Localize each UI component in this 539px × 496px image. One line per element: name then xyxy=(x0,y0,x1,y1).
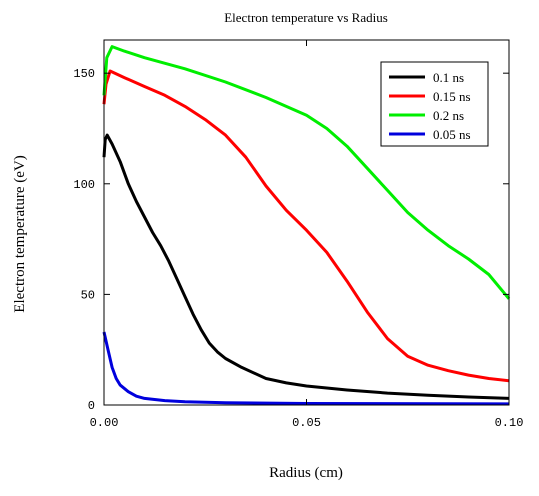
legend-label-4: 0.05 ns xyxy=(433,127,471,142)
legend-label-2: 0.15 ns xyxy=(433,89,471,104)
x-tick-label: 0.00 xyxy=(90,416,119,430)
legend: 0.1 ns 0.15 ns 0.2 ns 0.05 ns xyxy=(380,61,489,147)
legend-label-1: 0.1 ns xyxy=(433,70,464,85)
legend-label-3: 0.2 ns xyxy=(433,108,464,123)
series-line-1 xyxy=(102,133,510,400)
series-layer xyxy=(102,45,511,406)
x-tick-label: 0.10 xyxy=(495,416,524,430)
y-tick-label: 100 xyxy=(73,178,95,192)
series-line-2 xyxy=(102,69,510,383)
y-tick-label: 150 xyxy=(73,67,95,81)
x-tick-label: 0.05 xyxy=(292,416,321,430)
chart-title: Electron temperature vs Radius xyxy=(224,10,388,25)
y-tick-label: 50 xyxy=(81,288,95,302)
y-axis-label: Electron temperature (eV) xyxy=(12,155,28,312)
series-line-3 xyxy=(102,45,511,300)
ticks-layer: 0.00 0.05 0.10 0 50 100 150 xyxy=(73,40,523,430)
x-axis-label: Radius (cm) xyxy=(269,465,343,481)
y-tick-label: 0 xyxy=(88,399,95,413)
series-line-4 xyxy=(102,331,510,406)
